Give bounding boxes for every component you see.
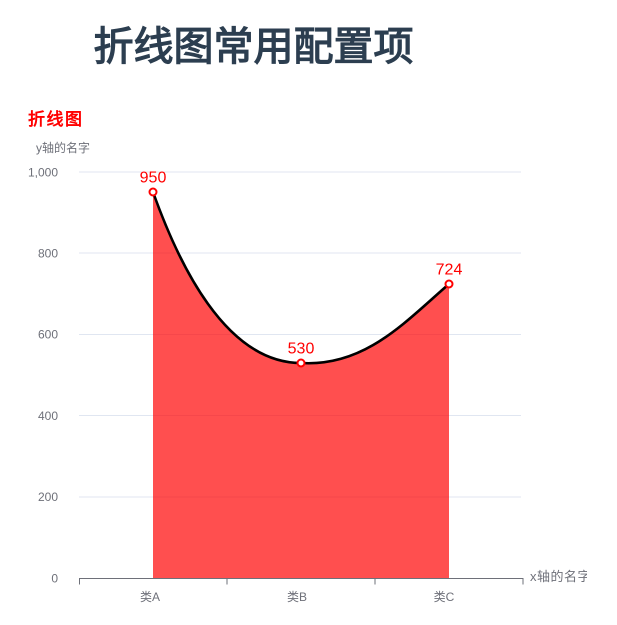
x-category-label: 类B — [287, 590, 307, 604]
data-point-markers — [148, 187, 454, 368]
y-tick-label: 200 — [38, 490, 58, 504]
page-title: 折线图常用配置项 — [93, 25, 414, 69]
series-area-fill — [153, 192, 449, 578]
x-axis-name: x轴的名字 — [530, 569, 587, 583]
data-point-label: 530 — [288, 341, 315, 358]
data-point-marker — [148, 187, 158, 197]
y-axis-name: y轴的名字 — [36, 141, 91, 155]
y-tick-label: 0 — [51, 572, 58, 586]
x-axis — [79, 578, 524, 585]
y-tick-label: 600 — [38, 328, 58, 342]
x-category-label: 类C — [434, 590, 455, 604]
data-point-marker — [444, 279, 454, 289]
y-tick-label: 400 — [38, 409, 58, 423]
series-line — [151, 190, 451, 365]
y-tick-label: 800 — [38, 247, 58, 261]
y-axis-labels: 1,000 800 600 400 200 0 — [28, 166, 58, 586]
x-axis-labels: 类A 类B 类C — [140, 590, 455, 604]
data-point-labels: 950 530 724 — [140, 170, 463, 358]
legend-item-line-series[interactable]: 折线图 — [28, 110, 84, 129]
data-point-marker — [296, 358, 306, 368]
data-point-label: 950 — [140, 170, 167, 187]
y-tick-label: 1,000 — [28, 166, 58, 180]
data-point-label: 724 — [436, 262, 463, 279]
x-category-label: 类A — [140, 590, 160, 604]
